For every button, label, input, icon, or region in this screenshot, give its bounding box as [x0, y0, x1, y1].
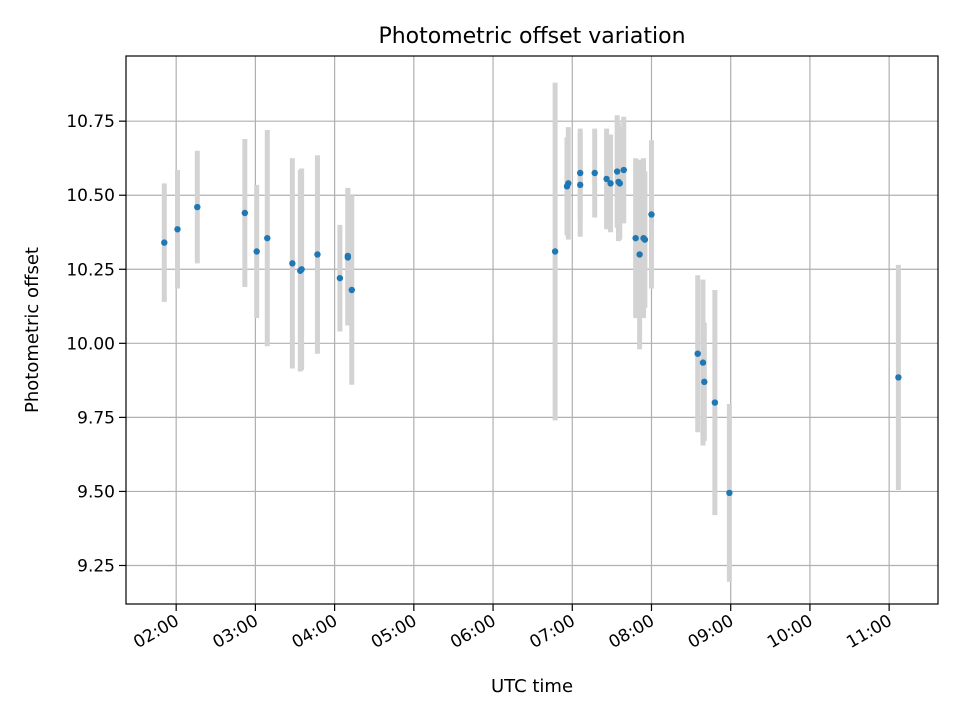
data-point — [348, 286, 355, 294]
x-tick-label: 06:00 — [447, 611, 499, 653]
data-point — [576, 169, 584, 177]
data-point — [603, 175, 610, 183]
y-tick-label: 9.25 — [77, 556, 115, 576]
data-point — [616, 180, 624, 187]
data-point — [711, 399, 719, 406]
data-point — [336, 274, 344, 282]
data-point — [591, 169, 598, 177]
y-ticks: 9.25 9.50 9.75 10.00 10.25 10.50 10.75 — [66, 112, 126, 576]
y-tick-label: 10.25 — [66, 260, 115, 280]
x-tick-label: 05:00 — [368, 611, 420, 653]
x-tick-label: 07:00 — [526, 611, 578, 653]
y-tick-label: 10.50 — [66, 186, 115, 206]
x-ticks: 02:00 03:00 04:00 05:00 06:00 07:00 08:00 09:00… — [130, 604, 896, 653]
data-point — [607, 180, 614, 187]
data-point — [895, 374, 902, 381]
data-point — [694, 350, 701, 357]
data-point — [174, 226, 181, 233]
data-point — [636, 251, 643, 258]
data-point — [565, 180, 572, 187]
x-tick-label: 09:00 — [685, 611, 737, 653]
data-point — [314, 251, 321, 258]
data-point — [613, 168, 621, 175]
data-point — [289, 260, 296, 267]
x-tick-label: 04:00 — [289, 611, 341, 653]
plot-frame — [125, 55, 939, 605]
data-point — [699, 359, 707, 366]
data-point — [194, 203, 201, 211]
y-tick-label: 10.00 — [66, 334, 115, 354]
data-point — [632, 234, 639, 242]
data-point — [264, 234, 271, 242]
data-point — [620, 166, 627, 174]
y-axis-label: Photometric offset — [22, 247, 43, 413]
error-bars — [161, 82, 901, 582]
y-tick-label: 9.75 — [77, 408, 115, 428]
x-tick-label: 03:00 — [209, 611, 261, 653]
x-tick-label: 11:00 — [843, 611, 895, 653]
chart-title: Photometric offset variation — [378, 24, 685, 49]
data-point — [344, 252, 352, 260]
data-point — [701, 378, 708, 386]
data-point — [551, 248, 559, 255]
data-point — [161, 239, 168, 246]
grid-lines — [126, 56, 938, 604]
data-point — [298, 266, 305, 273]
x-tick-label: 02:00 — [130, 611, 182, 653]
data-point — [241, 209, 249, 217]
y-tick-label: 10.75 — [66, 112, 115, 132]
data-point — [253, 248, 260, 255]
y-tick-label: 9.50 — [77, 482, 115, 502]
x-axis-label: UTC time — [491, 676, 573, 697]
data-point — [648, 211, 655, 218]
data-point — [726, 489, 733, 497]
data-point — [576, 181, 584, 189]
x-tick-label: 10:00 — [764, 611, 816, 653]
data-point — [641, 236, 649, 243]
data-points — [161, 166, 902, 497]
x-tick-label: 08:00 — [606, 611, 658, 653]
